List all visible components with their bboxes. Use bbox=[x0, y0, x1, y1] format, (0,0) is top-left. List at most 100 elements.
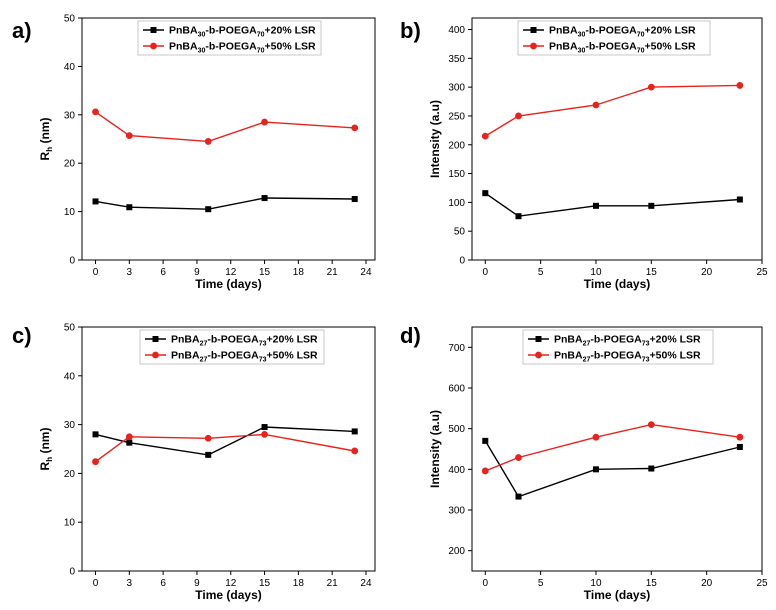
chart-1-x-tick-label: 24 bbox=[360, 267, 372, 278]
chart-3-y-tick-label: 50 bbox=[64, 323, 76, 334]
chart-1-series-1-point bbox=[205, 206, 212, 213]
chart-1-legend-swatch-marker bbox=[150, 42, 157, 50]
chart-3-x-tick-label: 21 bbox=[327, 578, 339, 589]
chart-3-series-1-point bbox=[351, 428, 358, 435]
chart-2-series-2-point bbox=[647, 83, 655, 91]
chart-1-series-2-point bbox=[351, 124, 359, 132]
chart-1-x-tick-label: 6 bbox=[160, 267, 166, 278]
chart-4-series-1-point bbox=[515, 493, 522, 500]
chart-1-series-1-point bbox=[92, 198, 99, 205]
chart-3-panel-label: c) bbox=[12, 323, 32, 348]
chart-2-y-tick-label: 100 bbox=[448, 198, 465, 209]
chart-1-series-1-line bbox=[95, 197, 355, 210]
chart-4-series-2-point bbox=[515, 454, 522, 461]
chart-2-y-tick-label: 200 bbox=[448, 140, 465, 151]
chart-3-x-tick-label: 24 bbox=[360, 578, 372, 589]
chart-2-series-2-line bbox=[484, 84, 740, 137]
chart-3-series-1-point bbox=[205, 451, 212, 458]
chart-4-x-tick-label: 10 bbox=[590, 578, 602, 589]
chart-1-series-2-point bbox=[261, 118, 268, 126]
chart-3-x-tick-label: 12 bbox=[225, 578, 237, 589]
chart-4-x-axis-title: Time (days) bbox=[584, 588, 650, 602]
chart-3-y-tick-label: 40 bbox=[64, 371, 76, 382]
chart-1-plot-frame bbox=[81, 17, 376, 261]
chart-3-y-tick-label: 0 bbox=[69, 567, 75, 578]
chart-3-legend-entry-1: PnBA27-b-POEGA73+20% LSR bbox=[171, 334, 318, 348]
chart-2-x-tick-label: 0 bbox=[483, 267, 489, 278]
chart-3-x-axis-title: Time (days) bbox=[195, 588, 261, 602]
chart-4-series-2-point bbox=[647, 421, 655, 428]
chart-3-series-2-point bbox=[125, 433, 133, 441]
chart-1-y-tick-label: 40 bbox=[64, 62, 76, 73]
chart-4-x-tick-label: 5 bbox=[538, 578, 544, 589]
chart-3-legend-swatch-marker bbox=[152, 351, 159, 359]
chart-1-y-tick-label: 30 bbox=[64, 110, 76, 121]
chart-4-series-1-point bbox=[648, 465, 655, 472]
chart-1-x-tick-label: 15 bbox=[259, 267, 271, 278]
chart-1-series-2-line bbox=[95, 111, 355, 143]
chart-3-y-tick-label: 20 bbox=[64, 469, 76, 480]
chart-2-series-2-point bbox=[736, 82, 744, 89]
chart-2-legend-entry-2: PnBA30-b-POEGA70+50% LSR bbox=[549, 41, 696, 55]
chart-2-panel-label: b) bbox=[400, 18, 421, 43]
chart-1-x-axis-title: Time (days) bbox=[195, 277, 261, 291]
chart-4-legend-box bbox=[522, 329, 714, 365]
chart-4-y-tick-label: 200 bbox=[448, 546, 465, 557]
chart-2-x-tick-label: 25 bbox=[756, 267, 768, 278]
chart-2-series-1-point bbox=[592, 202, 599, 209]
chart-3-x-tick-label: 9 bbox=[194, 578, 200, 589]
chart-2-series-1-point bbox=[648, 202, 655, 209]
chart-1-series-1-point bbox=[126, 204, 133, 211]
chart-2-x-tick-label: 5 bbox=[538, 267, 544, 278]
chart-2-y-axis-title: Intensity (a.u) bbox=[428, 100, 442, 178]
chart-1-legend-box bbox=[137, 20, 322, 56]
chart-4-plot-frame bbox=[471, 326, 763, 572]
chart-2-y-tick-label: 350 bbox=[448, 54, 465, 65]
chart-3-series-2-point bbox=[261, 430, 268, 438]
chart-1-y-tick-label: 0 bbox=[69, 256, 75, 267]
chart-4-series-1-line bbox=[484, 440, 741, 498]
chart-2-series-2-point bbox=[515, 112, 522, 120]
chart-2-plot-frame bbox=[471, 17, 763, 261]
chart-1-y-axis-title: Rh (nm) bbox=[38, 118, 54, 161]
chart-2-y-tick-label: 150 bbox=[448, 169, 465, 180]
chart-4-series-1-point bbox=[592, 466, 599, 473]
chart-3-series-1-line bbox=[95, 426, 355, 456]
chart-4-y-tick-label: 500 bbox=[448, 424, 465, 435]
chart-1-legend-entry-1: PnBA30-b-POEGA70+20% LSR bbox=[169, 25, 316, 39]
chart-3-x-tick-label: 0 bbox=[93, 578, 99, 589]
chart-1-x-tick-label: 9 bbox=[194, 267, 200, 278]
chart-2-legend-box bbox=[517, 20, 711, 56]
chart-4-legend-entry-1: PnBA27-b-POEGA73+20% LSR bbox=[554, 334, 701, 348]
chart-3-legend-box bbox=[139, 329, 325, 365]
chart-4-y-tick-label: 600 bbox=[448, 384, 465, 395]
chart-4-x-tick-label: 25 bbox=[756, 578, 768, 589]
chart-3-series-2-point bbox=[92, 458, 99, 466]
chart-4-legend-swatch-marker bbox=[535, 336, 542, 342]
chart-4-y-tick-label: 300 bbox=[448, 506, 465, 517]
chart-2-series-1-point bbox=[515, 213, 522, 220]
chart-4-series-1-point bbox=[482, 437, 489, 444]
chart-1-x-tick-label: 0 bbox=[93, 267, 99, 278]
chart-3-series-1-point bbox=[261, 424, 268, 431]
chart-2-legend-entry-1: PnBA30-b-POEGA70+20% LSR bbox=[549, 25, 696, 39]
chart-1-series-1-point bbox=[351, 196, 358, 203]
chart-1-x-tick-label: 21 bbox=[327, 267, 339, 278]
chart-1-series-2-point bbox=[204, 138, 212, 145]
chart-3-legend-swatch-marker bbox=[152, 336, 159, 342]
chart-4-x-tick-label: 20 bbox=[701, 578, 713, 589]
chart-1-series-2-point bbox=[92, 108, 99, 116]
chart-2-series-1-point bbox=[736, 196, 743, 203]
chart-4-series-1-point bbox=[736, 443, 743, 450]
chart-3-series-1-point bbox=[126, 439, 133, 446]
chart-1-y-tick-label: 50 bbox=[64, 14, 76, 25]
chart-2-x-axis-title: Time (days) bbox=[584, 277, 650, 291]
chart-4-panel-label: d) bbox=[400, 323, 421, 348]
chart-3-x-tick-label: 3 bbox=[127, 578, 133, 589]
chart-1-x-tick-label: 18 bbox=[293, 267, 305, 278]
chart-2-y-tick-label: 400 bbox=[448, 25, 465, 36]
chart-2-y-tick-label: 50 bbox=[454, 227, 466, 238]
chart-4-legend-swatch-marker bbox=[535, 351, 542, 359]
chart-1-series-1-point bbox=[261, 195, 268, 202]
